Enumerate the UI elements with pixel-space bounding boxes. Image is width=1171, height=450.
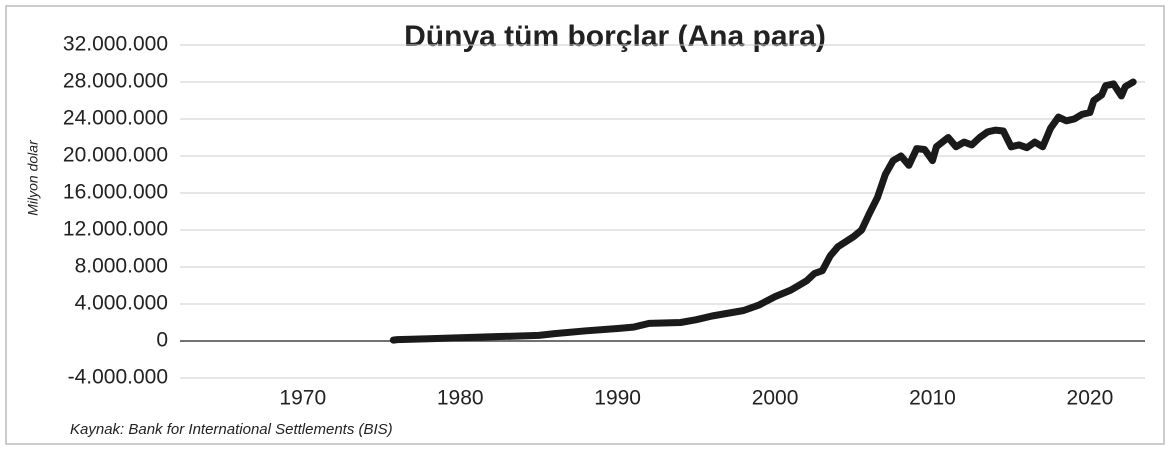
y-tick-label: 16.000.000: [63, 181, 168, 204]
x-tick-label: 1990: [594, 387, 641, 410]
chart-title: Dünya tüm borçlar (Ana para): [404, 20, 826, 53]
y-tick-label: 28.000.000: [63, 70, 168, 93]
x-tick-label: 1980: [437, 387, 484, 410]
y-tick-label: -4.000.000: [68, 366, 168, 389]
x-tick-label: 1970: [279, 387, 326, 410]
y-tick-label: 32.000.000: [63, 33, 168, 56]
y-tick-label: 20.000.000: [63, 144, 168, 167]
x-tick-label: 2000: [752, 387, 799, 410]
frame: [5, 5, 1165, 445]
y-tick-label: 12.000.000: [63, 218, 168, 241]
source-note: Kaynak: Bank for International Settlemen…: [70, 421, 393, 438]
data-line: [389, 78, 1137, 344]
y-tick-label: 8.000.000: [75, 255, 168, 278]
y-axis-label: Milyon dolar: [25, 139, 41, 216]
y-tick-label: 0: [156, 329, 168, 352]
x-tick-label: 2010: [909, 387, 956, 410]
y-tick-label: 4.000.000: [75, 292, 168, 315]
y-tick-label: 24.000.000: [63, 107, 168, 130]
x-tick-label: 2020: [1067, 387, 1114, 410]
